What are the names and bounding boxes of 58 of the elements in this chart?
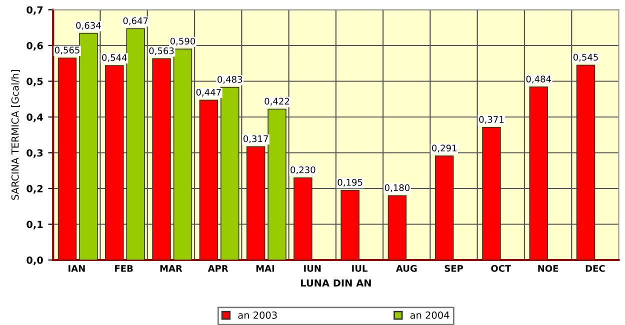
data-label: 0,647: [123, 17, 148, 26]
bar: [126, 28, 145, 260]
bar: [199, 100, 218, 260]
data-label: 0,544: [102, 54, 127, 62]
y-tick-label: 0,2: [26, 184, 43, 194]
bar: [79, 32, 98, 260]
bar: [294, 177, 312, 260]
data-label: 0,545: [573, 54, 598, 62]
data-label: 0,230: [290, 166, 316, 174]
data-label: 0,180: [384, 184, 410, 192]
data-label: 0,447: [196, 88, 221, 97]
bar: [105, 65, 124, 260]
y-axis-title: SARCINA TERMICA [Gcal/h]: [11, 70, 20, 200]
data-label: 0,422: [264, 98, 290, 106]
data-label: 0,484: [526, 76, 552, 84]
y-tick-label: 0,5: [26, 78, 43, 86]
bar: [173, 48, 192, 260]
data-label: 0,563: [149, 47, 174, 56]
legend-label: an 2003: [238, 311, 277, 319]
y-tick-label: 0,3: [26, 149, 43, 158]
data-label: 0,317: [243, 135, 268, 144]
bar: [529, 86, 548, 260]
x-tick-label: IUL: [352, 265, 368, 272]
x-tick-label: APR: [208, 265, 228, 272]
bar: [220, 86, 240, 260]
x-tick-label: NOE: [538, 265, 558, 272]
y-tick-label: 0,1: [26, 220, 43, 230]
bar: [246, 146, 266, 260]
data-label: 0,371: [479, 116, 504, 124]
x-tick-label: IUN: [304, 265, 321, 272]
x-tick-label: IAN: [68, 265, 85, 272]
bar: [576, 64, 596, 260]
bar: [388, 195, 407, 260]
bar: [58, 58, 77, 260]
bar: [340, 190, 360, 260]
y-tick-label: 0,4: [26, 113, 43, 122]
x-tick-label: FEB: [115, 265, 133, 272]
bar: [268, 108, 286, 260]
x-axis-title: LUNA DIN AN: [301, 279, 371, 287]
data-label: 0,590: [170, 38, 196, 46]
x-tick-label: AUG: [396, 265, 417, 272]
x-tick-label: MAI: [256, 265, 274, 272]
bar: [482, 126, 501, 260]
x-tick-label: SEP: [444, 265, 464, 272]
y-tick-label: 0,0: [26, 256, 43, 266]
legend-label: an 2004: [410, 311, 450, 319]
data-label: 0,483: [218, 76, 242, 84]
data-label: 0,634: [76, 22, 101, 30]
x-tick-label: OCT: [491, 265, 512, 272]
x-tick-label: DEC: [586, 265, 605, 272]
data-label: 0,291: [432, 144, 456, 152]
data-label: 0,195: [338, 178, 362, 187]
bar: [434, 156, 454, 260]
data-label: 0,565: [54, 46, 80, 54]
y-tick-label: 0,6: [26, 42, 43, 51]
x-tick-label: MAR: [160, 265, 182, 272]
y-tick-label: 0,7: [26, 6, 43, 15]
bar: [152, 58, 171, 260]
